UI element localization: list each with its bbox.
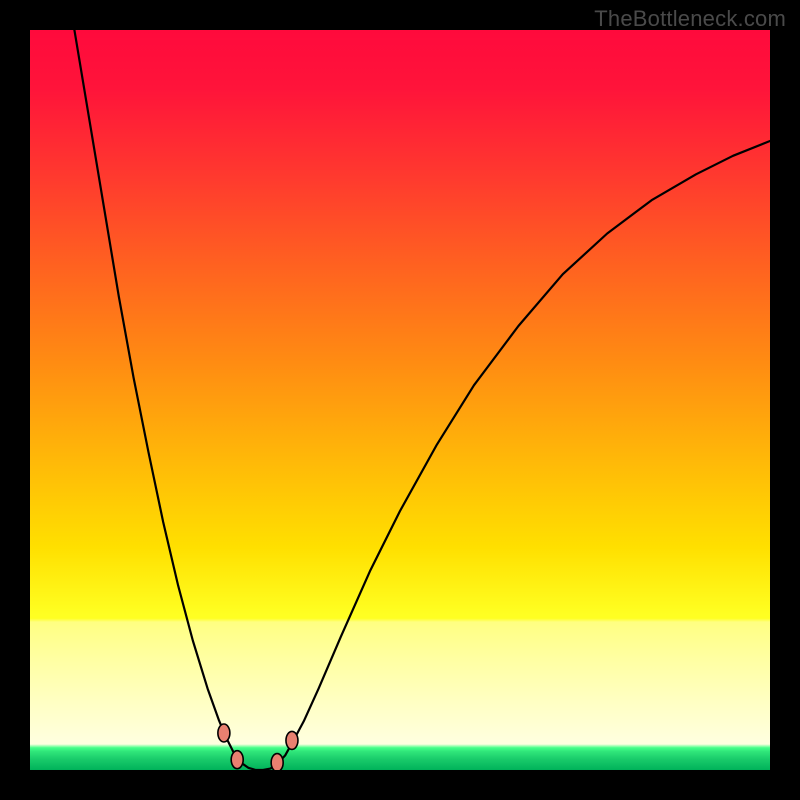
curve-marker — [231, 751, 243, 769]
curve-marker — [218, 724, 230, 742]
curve-marker — [271, 754, 283, 770]
bottleneck-chart — [30, 30, 770, 770]
gradient-background — [30, 30, 770, 770]
plot-area — [30, 30, 770, 770]
curve-marker — [286, 731, 298, 749]
watermark-text: TheBottleneck.com — [594, 6, 786, 32]
